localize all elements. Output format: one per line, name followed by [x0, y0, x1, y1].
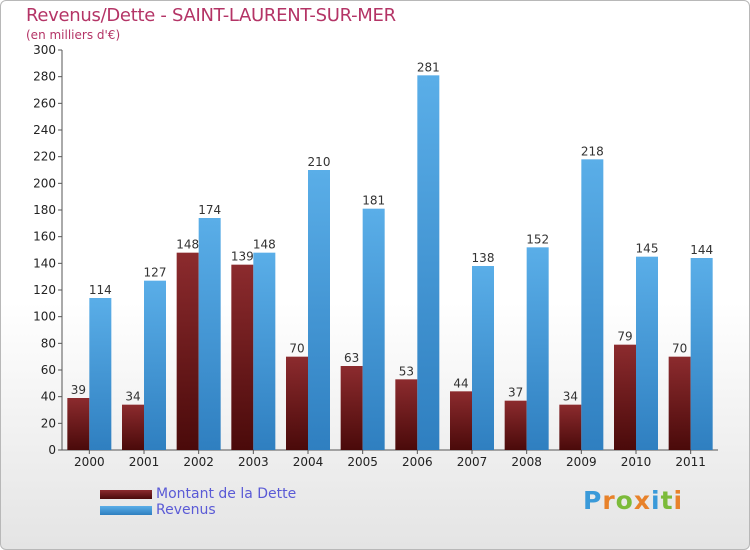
data-label-dette-2008: 37 [508, 386, 523, 400]
bar-revenus-2004 [308, 170, 330, 450]
data-label-dette-2009: 34 [563, 390, 578, 404]
data-label-revenus-2002: 174 [198, 203, 221, 217]
x-tick-label: 2011 [675, 455, 706, 469]
data-label-revenus-2009: 218 [581, 144, 604, 158]
bar-revenus-2008 [526, 247, 549, 450]
bar-revenus-2007 [472, 266, 494, 450]
y-tick-label: 280 [33, 70, 56, 84]
bar-dette-2009 [559, 404, 582, 450]
logo-letter: P [583, 486, 603, 515]
y-tick-label: 240 [33, 123, 56, 137]
bar-revenus-2001 [144, 280, 166, 450]
bar-dette-2011 [668, 356, 691, 450]
bar-dette-2001 [122, 404, 144, 450]
y-tick-label: 0 [48, 443, 56, 457]
y-tick-label: 260 [33, 96, 56, 110]
logo-letter: i [651, 486, 661, 515]
data-label-revenus-2005: 181 [362, 194, 385, 208]
bar-dette-2000 [67, 398, 90, 450]
data-label-revenus-2010: 145 [636, 242, 659, 256]
y-tick-label: 300 [33, 43, 56, 57]
bar-dette-2008 [504, 400, 527, 450]
data-label-dette-2001: 34 [125, 390, 140, 404]
proxiti-logo: Proxiti [583, 486, 683, 515]
data-label-dette-2002: 148 [176, 238, 199, 252]
x-tick-label: 2002 [183, 455, 214, 469]
data-label-dette-2006: 53 [399, 364, 414, 378]
data-label-revenus-2000: 114 [89, 283, 112, 297]
legend-label-dette: Montant de la Dette [156, 486, 297, 502]
data-label-dette-2007: 44 [453, 376, 468, 390]
bar-revenus-2003 [253, 252, 276, 450]
y-tick-label: 200 [33, 176, 56, 190]
legend-label-revenus: Revenus [156, 502, 216, 518]
data-labels: 3911434127148174139148702106318153281441… [71, 60, 713, 403]
bar-revenus-2006 [417, 75, 440, 450]
x-tick-label: 2006 [402, 455, 433, 469]
x-tick-label: 2004 [293, 455, 324, 469]
y-tick-label: 40 [41, 390, 56, 404]
data-label-dette-2010: 79 [617, 330, 632, 344]
data-label-dette-2003: 139 [231, 250, 254, 264]
bar-dette-2006 [395, 379, 418, 450]
x-tick-label: 2009 [566, 455, 597, 469]
y-tick-label: 120 [33, 283, 56, 297]
y-tick-label: 60 [41, 363, 56, 377]
x-tick-label: 2008 [511, 455, 542, 469]
x-tick-label: 2010 [621, 455, 652, 469]
y-tick-label: 220 [33, 150, 56, 164]
logo-letter: o [615, 486, 634, 515]
data-label-dette-2011: 70 [672, 342, 687, 356]
bars [67, 75, 713, 451]
axes: 0 20 40 60 80 100 120 140 160 180 200 220 240 260 280 3… [33, 43, 718, 469]
data-label-dette-2000: 39 [71, 383, 86, 397]
data-label-dette-2005: 63 [344, 351, 359, 365]
bar-revenus-2000 [89, 298, 112, 450]
logo-letter: r [602, 486, 616, 515]
legend-swatch-dette [100, 490, 152, 499]
bar-dette-2004 [286, 356, 308, 450]
y-tick-label: 20 [41, 416, 56, 430]
data-label-dette-2004: 70 [289, 342, 304, 356]
legend-swatch-revenus [100, 506, 152, 515]
x-tick-label: 2003 [238, 455, 269, 469]
y-tick-label: 80 [41, 336, 56, 350]
bar-revenus-2002 [198, 218, 221, 450]
x-tick-label: 2007 [457, 455, 488, 469]
data-label-revenus-2006: 281 [417, 60, 440, 74]
x-tick-label: 2005 [347, 455, 378, 469]
x-tick-label: 2001 [129, 455, 160, 469]
bar-dette-2010 [614, 344, 636, 450]
data-label-revenus-2011: 144 [690, 243, 713, 257]
bar-dette-2002 [176, 252, 199, 450]
bar-revenus-2010 [636, 256, 658, 450]
bar-dette-2005 [340, 366, 363, 450]
y-tick-label: 180 [33, 203, 56, 217]
bar-dette-2003 [231, 264, 254, 450]
data-label-revenus-2008: 152 [526, 232, 549, 246]
bar-dette-2007 [450, 391, 472, 450]
data-label-revenus-2007: 138 [472, 251, 495, 265]
data-label-revenus-2004: 210 [308, 155, 331, 169]
y-tick-label: 140 [33, 256, 56, 270]
bar-revenus-2009 [581, 159, 604, 451]
data-label-revenus-2001: 127 [144, 266, 167, 280]
bar-revenus-2011 [690, 258, 713, 450]
bar-revenus-2005 [362, 208, 385, 450]
logo-letter: i [673, 486, 684, 515]
chart-subtitle: (en milliers d'€) [26, 28, 121, 42]
y-tick-label: 160 [33, 230, 56, 244]
data-label-revenus-2003: 148 [253, 238, 276, 252]
logo-letter: x [633, 486, 651, 515]
y-tick-label: 100 [33, 310, 56, 324]
x-tick-label: 2000 [74, 455, 105, 469]
logo-letter: t [660, 486, 674, 515]
chart-title: Revenus/Dette - SAINT-LAURENT-SUR-MER [26, 5, 396, 26]
